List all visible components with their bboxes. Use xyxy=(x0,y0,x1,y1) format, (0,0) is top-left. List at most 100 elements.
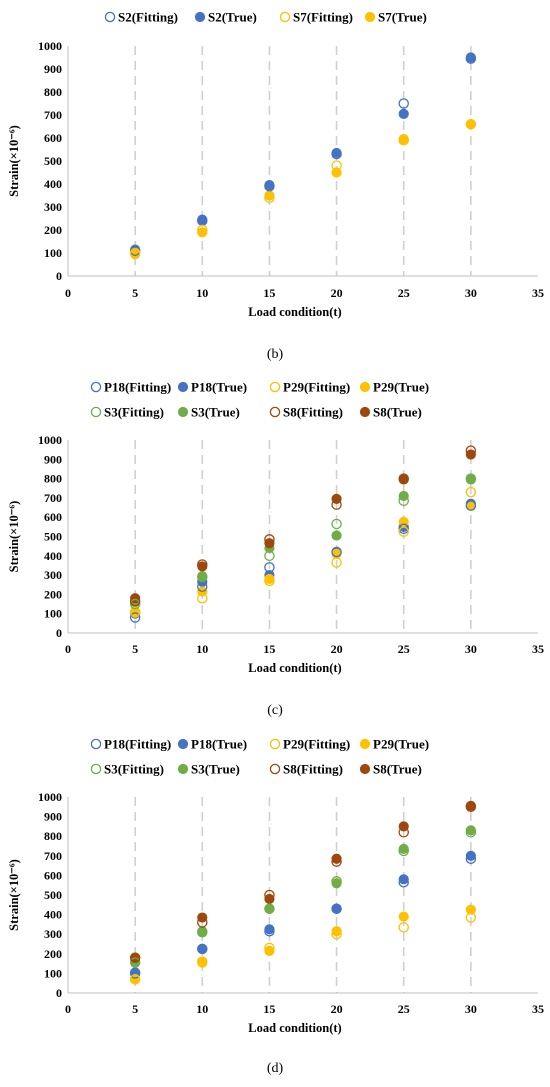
legend-marker xyxy=(269,406,281,418)
y-tick-label: 700 xyxy=(44,108,62,122)
y-tick-label: 800 xyxy=(44,472,62,486)
data-point xyxy=(398,523,409,535)
legend-marker xyxy=(269,381,281,393)
x-tick-label: 35 xyxy=(532,642,544,656)
x-axis-title: Load condition(t) xyxy=(248,661,341,675)
legend-marker xyxy=(269,763,281,775)
legend-marker xyxy=(279,11,291,23)
legend-marker xyxy=(364,11,376,23)
y-tick-label: 200 xyxy=(44,587,62,601)
y-tick-label: 100 xyxy=(44,246,62,260)
legend-marker xyxy=(359,763,371,775)
x-tick-label: 35 xyxy=(532,286,544,300)
legend-label: P18(True) xyxy=(191,380,247,395)
data-point xyxy=(465,445,477,456)
data-point xyxy=(129,595,141,607)
chart-panel-3: P18(Fitting) P18(True) P29(Fitting) P29(Tru… xyxy=(7,737,544,1077)
data-point xyxy=(264,538,275,549)
data-point xyxy=(331,928,342,940)
x-tick-label: 15 xyxy=(263,642,275,656)
y-tick-label: 400 xyxy=(44,908,62,922)
x-tick-label: 35 xyxy=(532,1002,544,1016)
data-point xyxy=(398,135,409,146)
data-point xyxy=(264,926,275,937)
y-tick-label: 1000 xyxy=(38,790,62,804)
legend-marker xyxy=(104,11,116,23)
data-point xyxy=(197,559,208,570)
data-point xyxy=(331,546,342,558)
data-point xyxy=(331,148,342,160)
y-tick-label: 100 xyxy=(44,966,62,980)
y-tick-label: 500 xyxy=(44,530,62,544)
x-tick-label: 5 xyxy=(132,1002,138,1016)
data-point xyxy=(264,192,275,204)
data-point xyxy=(398,911,409,922)
data-point xyxy=(465,904,476,915)
data-point xyxy=(331,853,342,864)
data-point xyxy=(465,473,477,484)
x-tick-label: 20 xyxy=(331,286,343,300)
y-tick-label: 600 xyxy=(44,868,62,882)
x-tick-label: 15 xyxy=(263,1002,275,1016)
legend-label: S3(True) xyxy=(191,762,240,777)
data-point xyxy=(197,917,208,928)
data-point xyxy=(129,957,141,968)
legend-label: P18(True) xyxy=(191,737,247,752)
y-tick-label: 0 xyxy=(56,269,62,283)
y-tick-label: 0 xyxy=(56,626,62,640)
legend-label: S2(True) xyxy=(208,10,257,25)
y-tick-label: 700 xyxy=(44,491,62,505)
data-point xyxy=(331,518,342,530)
y-tick-label: 700 xyxy=(44,849,62,863)
x-tick-label: 0 xyxy=(65,286,71,300)
legend-label: S2(Fitting) xyxy=(118,10,178,25)
data-point xyxy=(398,108,409,119)
data-point xyxy=(398,495,409,507)
y-tick-label: 300 xyxy=(44,200,62,214)
x-tick-label: 25 xyxy=(398,642,410,656)
y-tick-label: 400 xyxy=(44,549,62,563)
data-point xyxy=(264,562,275,573)
data-point xyxy=(465,912,477,923)
chart-panel-2: P18(Fitting) P18(True) P29(Fitting) P29(Tru… xyxy=(7,380,544,719)
data-point xyxy=(129,612,141,623)
y-axis-title: Strain(×10⁻⁶) xyxy=(7,125,21,197)
y-tick-label: 600 xyxy=(44,131,62,145)
data-point xyxy=(398,98,409,109)
data-point xyxy=(331,876,342,887)
legend-label: S3(Fitting) xyxy=(104,405,164,420)
legend-marker xyxy=(359,406,371,418)
legend-label: S7(True) xyxy=(378,10,427,25)
legend-marker xyxy=(90,406,102,418)
data-point xyxy=(398,526,409,537)
legend-label: S3(Fitting) xyxy=(104,762,164,777)
data-point xyxy=(129,974,141,985)
legend-marker xyxy=(177,381,189,393)
data-point xyxy=(129,606,141,618)
data-point xyxy=(398,877,409,888)
data-point xyxy=(264,945,275,956)
legend-label: P29(Fitting) xyxy=(283,737,350,752)
chart-panel-1: S2(Fitting) S2(True) S7(Fitting) S7(True) 0 1… xyxy=(7,10,544,363)
x-tick-label: 30 xyxy=(465,1002,477,1016)
y-tick-label: 100 xyxy=(44,607,62,621)
legend-label: P18(Fitting) xyxy=(104,737,171,752)
y-tick-label: 200 xyxy=(44,947,62,961)
y-tick-label: 600 xyxy=(44,510,62,524)
y-tick-label: 900 xyxy=(44,62,62,76)
x-axis-title: Load condition(t) xyxy=(248,1021,341,1035)
data-point xyxy=(465,500,477,511)
legend-marker xyxy=(177,763,189,775)
legend-marker xyxy=(90,738,102,750)
y-tick-label: 900 xyxy=(44,452,62,466)
data-point xyxy=(264,550,275,562)
y-tick-label: 1000 xyxy=(38,39,62,53)
data-point xyxy=(264,889,275,901)
data-point xyxy=(264,575,275,587)
x-tick-label: 10 xyxy=(196,286,208,300)
legend-label: S8(Fitting) xyxy=(283,762,343,777)
y-tick-label: 400 xyxy=(44,177,62,191)
x-tick-label: 5 xyxy=(132,286,138,300)
x-tick-label: 15 xyxy=(263,286,275,300)
data-point xyxy=(197,956,208,967)
